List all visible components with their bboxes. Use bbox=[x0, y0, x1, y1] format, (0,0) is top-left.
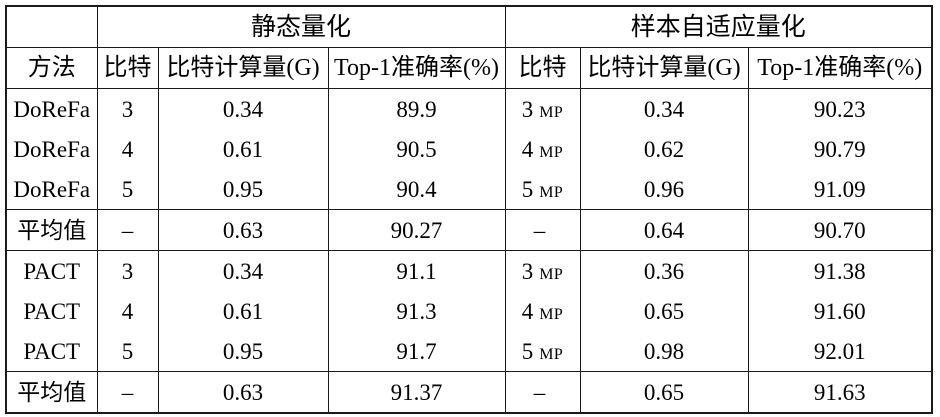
sa-bits-unit: MP bbox=[539, 103, 564, 121]
sa-bits-value: 4 bbox=[521, 136, 534, 162]
sa-bits-cell: – bbox=[504, 371, 581, 413]
bits-cell: 3 bbox=[96, 88, 159, 129]
corner-cell bbox=[5, 6, 98, 48]
table-row-average: 平均值 – 0.63 91.37 – 0.65 91.63 bbox=[5, 371, 933, 413]
sa-top1-cell: 90.79 bbox=[747, 129, 933, 169]
sa-bits-value: 5 bbox=[521, 176, 534, 202]
sa-top1-cell: 91.09 bbox=[747, 169, 933, 210]
bitops-cell: 0.61 bbox=[157, 291, 329, 331]
column-header-sa-bits: 比特 bbox=[504, 47, 581, 89]
group-header-adaptive: 样本自适应量化 bbox=[504, 6, 933, 48]
top1-cell: 90.5 bbox=[327, 129, 506, 169]
table-row: PACT 5 0.95 91.7 5 MP 0.98 92.01 bbox=[5, 331, 933, 372]
sa-bitops-cell: 0.65 bbox=[579, 291, 749, 331]
table-row: PACT 3 0.34 91.1 3 MP 0.36 91.38 bbox=[5, 250, 933, 291]
sa-bits-unit: MP bbox=[539, 345, 564, 363]
sa-bits-cell: 3 MP bbox=[504, 88, 581, 129]
sa-bits-cell: – bbox=[504, 209, 581, 251]
sa-bits-value: – bbox=[533, 379, 546, 405]
table-row-average: 平均值 – 0.63 90.27 – 0.64 90.70 bbox=[5, 209, 933, 251]
sa-top1-cell: 91.60 bbox=[747, 291, 933, 331]
top1-cell: 91.1 bbox=[327, 250, 506, 291]
bitops-cell: 0.95 bbox=[157, 331, 329, 372]
method-cell: PACT bbox=[5, 250, 98, 291]
column-header-bits: 比特 bbox=[96, 47, 159, 89]
bitops-cell: 0.95 bbox=[157, 169, 329, 210]
sa-bitops-cell: 0.34 bbox=[579, 88, 749, 129]
method-cell: DoReFa bbox=[5, 88, 98, 129]
table-row: DoReFa 5 0.95 90.4 5 MP 0.96 91.09 bbox=[5, 169, 933, 210]
method-cell: DoReFa bbox=[5, 129, 98, 169]
method-cell: PACT bbox=[5, 291, 98, 331]
method-cell: 平均值 bbox=[5, 371, 98, 413]
bitops-cell: 0.34 bbox=[157, 250, 329, 291]
method-cell: PACT bbox=[5, 331, 98, 372]
top1-cell: 90.27 bbox=[327, 209, 506, 251]
sa-top1-cell: 90.23 bbox=[747, 88, 933, 129]
sa-bitops-cell: 0.98 bbox=[579, 331, 749, 372]
bits-cell: 4 bbox=[96, 291, 159, 331]
sa-top1-cell: 91.38 bbox=[747, 250, 933, 291]
sa-bits-unit: MP bbox=[539, 143, 564, 161]
bits-cell: 4 bbox=[96, 129, 159, 169]
sa-bits-value: – bbox=[533, 217, 546, 243]
top1-cell: 91.3 bbox=[327, 291, 506, 331]
quantization-results-table: 静态量化 样本自适应量化 方法 比特 比特计算量(G) Top-1准确率(%) … bbox=[5, 5, 933, 414]
sa-bits-unit: MP bbox=[539, 183, 564, 201]
top1-cell: 91.37 bbox=[327, 371, 506, 413]
table-row: DoReFa 4 0.61 90.5 4 MP 0.62 90.79 bbox=[5, 129, 933, 169]
sa-bits-cell: 4 MP bbox=[504, 291, 581, 331]
sa-bitops-cell: 0.96 bbox=[579, 169, 749, 210]
bitops-cell: 0.61 bbox=[157, 129, 329, 169]
sa-bits-cell: 3 MP bbox=[504, 250, 581, 291]
sa-bits-value: 4 bbox=[521, 298, 534, 324]
sa-bits-value: 3 bbox=[521, 258, 534, 284]
sa-bits-cell: 5 MP bbox=[504, 169, 581, 210]
sa-bitops-cell: 0.64 bbox=[579, 209, 749, 251]
sa-bitops-cell: 0.36 bbox=[579, 250, 749, 291]
column-header-row: 方法 比特 比特计算量(G) Top-1准确率(%) 比特 比特计算量(G) T… bbox=[5, 47, 933, 89]
sa-bits-unit: MP bbox=[539, 265, 564, 283]
bits-cell: 5 bbox=[96, 169, 159, 210]
sa-top1-cell: 91.63 bbox=[747, 371, 933, 413]
column-header-top1: Top-1准确率(%) bbox=[327, 47, 506, 89]
top1-cell: 90.4 bbox=[327, 169, 506, 210]
top1-cell: 89.9 bbox=[327, 88, 506, 129]
bits-cell: – bbox=[96, 209, 159, 251]
column-header-bitops: 比特计算量(G) bbox=[157, 47, 329, 89]
sa-top1-cell: 92.01 bbox=[747, 331, 933, 372]
bits-cell: – bbox=[96, 371, 159, 413]
sa-bits-value: 3 bbox=[521, 96, 534, 122]
sa-top1-cell: 90.70 bbox=[747, 209, 933, 251]
sa-bitops-cell: 0.65 bbox=[579, 371, 749, 413]
method-cell: DoReFa bbox=[5, 169, 98, 210]
bitops-cell: 0.63 bbox=[157, 209, 329, 251]
bits-cell: 3 bbox=[96, 250, 159, 291]
column-header-sa-bitops: 比特计算量(G) bbox=[579, 47, 749, 89]
bits-cell: 5 bbox=[96, 331, 159, 372]
sa-bitops-cell: 0.62 bbox=[579, 129, 749, 169]
sa-bits-cell: 4 MP bbox=[504, 129, 581, 169]
group-header-row: 静态量化 样本自适应量化 bbox=[5, 6, 933, 48]
column-header-sa-top1: Top-1准确率(%) bbox=[747, 47, 933, 89]
method-cell: 平均值 bbox=[5, 209, 98, 251]
table-row: DoReFa 3 0.34 89.9 3 MP 0.34 90.23 bbox=[5, 88, 933, 129]
sa-bits-cell: 5 MP bbox=[504, 331, 581, 372]
bitops-cell: 0.34 bbox=[157, 88, 329, 129]
sa-bits-unit: MP bbox=[539, 305, 564, 323]
bitops-cell: 0.63 bbox=[157, 371, 329, 413]
top1-cell: 91.7 bbox=[327, 331, 506, 372]
table-row: PACT 4 0.61 91.3 4 MP 0.65 91.60 bbox=[5, 291, 933, 331]
group-header-static: 静态量化 bbox=[96, 6, 506, 48]
column-header-method: 方法 bbox=[5, 47, 98, 89]
sa-bits-value: 5 bbox=[521, 338, 534, 364]
